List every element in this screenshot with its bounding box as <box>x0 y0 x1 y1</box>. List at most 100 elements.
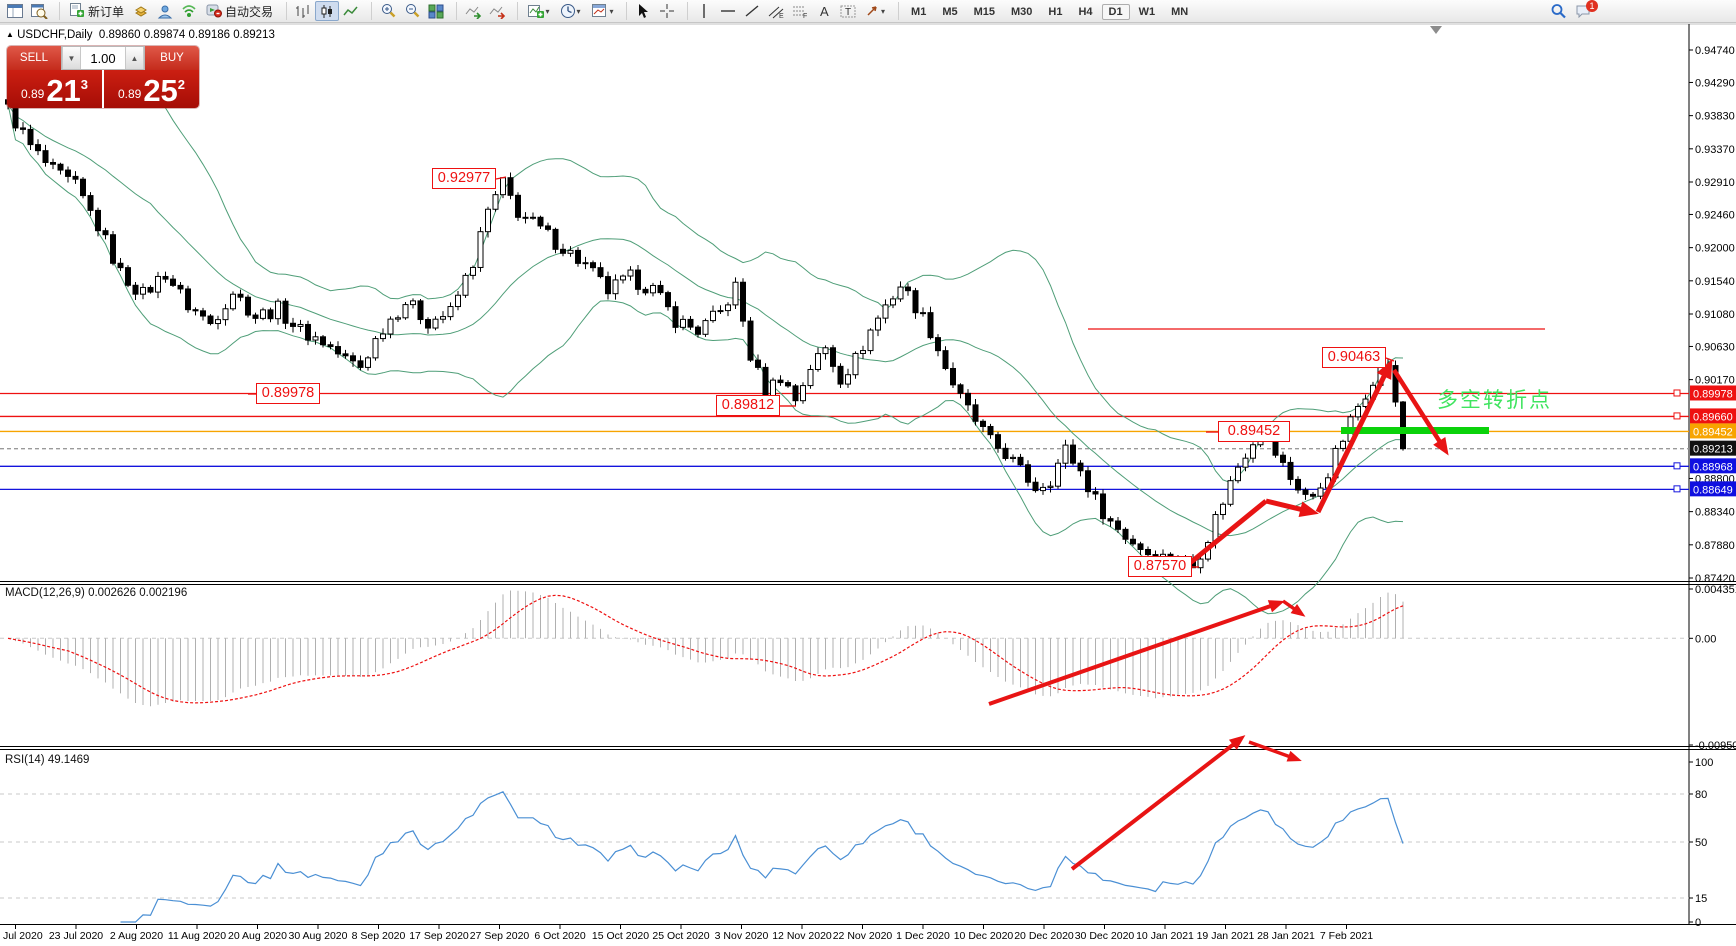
timeframe-M5[interactable]: M5 <box>942 6 958 18</box>
zoom-in-icon[interactable] <box>376 1 400 21</box>
date-tick-label: 25 Oct 2020 <box>652 930 709 942</box>
chat-badge: 1 <box>1586 0 1598 12</box>
toolbar-separator <box>449 2 458 20</box>
trend-arrow[interactable] <box>1392 368 1446 450</box>
date-tick-label: 20 Aug 2020 <box>228 930 287 942</box>
rsi-panel: 100 80 50 15 0 <box>0 757 1713 929</box>
price-badge-label: 0.89213 <box>1693 444 1733 456</box>
text-label-tool-icon[interactable]: T <box>836 1 860 21</box>
volume-input[interactable] <box>81 47 125 69</box>
horizontal-line-tool-icon[interactable] <box>716 1 740 21</box>
date-tick-label: 23 Jul 2020 <box>49 930 103 942</box>
price-badge-label: 0.89660 <box>1693 411 1733 423</box>
buy-price-display[interactable]: 0.89 25 2 <box>104 70 199 108</box>
chevron-down-icon: ▾ <box>545 6 550 16</box>
community-icon[interactable] <box>153 1 177 21</box>
candlestick-chart-icon[interactable] <box>315 1 340 21</box>
hline-handle[interactable] <box>1673 462 1681 470</box>
macd-panel: 0.004351 0.00 -0.009504 <box>0 584 1736 752</box>
sell-price-display[interactable]: 0.89 21 3 <box>7 70 102 108</box>
periods-icon[interactable]: ▾ <box>554 1 586 21</box>
hline-handle[interactable] <box>1673 389 1681 397</box>
buy-price-big: 25 <box>143 73 178 108</box>
cursor-icon[interactable] <box>631 1 655 21</box>
autotrading-button[interactable]: 自动交易 <box>201 1 278 21</box>
price-tick-label: 0.94740 <box>1695 45 1735 57</box>
toolbar-separator <box>364 2 373 20</box>
tile-windows-icon[interactable] <box>424 1 448 21</box>
price-tick-label: 0.88340 <box>1695 507 1735 519</box>
chat-icon[interactable]: 1 <box>1570 0 1598 21</box>
buy-button[interactable]: BUY <box>145 46 199 70</box>
channel-tool-icon[interactable]: E <box>764 1 788 21</box>
rsi-axis-label: 100 <box>1695 757 1713 769</box>
date-tick-label: 6 Oct 2020 <box>534 930 586 942</box>
panel-frames <box>0 23 1736 925</box>
price-tick-label: 0.93830 <box>1695 111 1735 123</box>
hline-handle[interactable] <box>1673 485 1681 493</box>
arrows-tool-icon[interactable]: ▾ <box>860 1 890 21</box>
timeframe-M15[interactable]: M15 <box>973 6 995 18</box>
crosshair-icon[interactable] <box>655 1 679 21</box>
price-badge <box>1690 481 1736 497</box>
auto-scroll-icon[interactable] <box>461 1 485 21</box>
buy-price-pip: 2 <box>177 77 186 92</box>
horizontal-lines[interactable] <box>0 328 1689 490</box>
arrowhead <box>1267 600 1285 613</box>
timeframe-H1[interactable]: H1 <box>1048 6 1063 18</box>
collapse-arrow-icon[interactable]: ▲ <box>6 30 14 39</box>
toolbar-right-group: 1 <box>1546 0 1736 21</box>
market-icon[interactable] <box>129 1 153 21</box>
chart-shift-marker[interactable] <box>1430 26 1442 34</box>
fibonacci-tool-icon[interactable]: F <box>788 1 812 21</box>
data-window-icon[interactable] <box>27 1 51 21</box>
trend-arrow[interactable] <box>988 602 1277 706</box>
indicators-icon[interactable]: ▾ <box>522 1 554 21</box>
volume-increase-button[interactable]: ▲ <box>125 47 144 69</box>
rsi-axis-label: 50 <box>1695 837 1707 849</box>
timeframe-MN[interactable]: MN <box>1171 6 1189 18</box>
text-tool-icon[interactable]: A <box>812 1 836 21</box>
market-watch-icon[interactable] <box>3 1 27 21</box>
symbol-title: USDCHF,Daily <box>17 29 93 41</box>
search-icon[interactable] <box>1546 1 1570 21</box>
date-tick-label: 20 Dec 2020 <box>1014 930 1074 942</box>
trend-arrow[interactable] <box>1188 499 1268 565</box>
rsi-label: RSI(14) 49.1469 <box>5 754 90 766</box>
chinese-note[interactable]: 多空转折点 <box>1437 389 1552 412</box>
trend-arrow[interactable] <box>1070 739 1240 871</box>
trend-arrow[interactable] <box>1248 740 1294 760</box>
vertical-line-tool-icon[interactable] <box>692 1 716 21</box>
timeframe-W1[interactable]: W1 <box>1138 6 1156 18</box>
price-tick-label: 0.87880 <box>1695 540 1735 552</box>
arrowhead <box>1228 735 1246 750</box>
timeframe-M1[interactable]: M1 <box>911 6 927 18</box>
sell-button[interactable]: SELL <box>7 46 61 70</box>
templates-icon[interactable]: ▾ <box>586 1 618 21</box>
svg-text:F: F <box>803 13 807 19</box>
volume-decrease-button[interactable]: ▼ <box>62 47 81 69</box>
autotrading-icon <box>206 2 223 21</box>
macd-label: MACD(12,26,9) 0.002626 0.002196 <box>5 587 188 599</box>
price-tick-label: 0.87420 <box>1695 573 1735 585</box>
date-tick-label: 10 Jan 2021 <box>1136 930 1194 942</box>
candles-layer <box>5 94 1406 574</box>
arrowhead <box>1286 750 1302 762</box>
zoom-out-icon[interactable] <box>400 1 424 21</box>
timeframe-H4[interactable]: H4 <box>1078 6 1093 18</box>
line-chart-icon[interactable] <box>339 1 363 21</box>
signals-icon[interactable] <box>177 1 201 21</box>
date-tick-label: 10 Dec 2020 <box>954 930 1014 942</box>
hline-handle[interactable] <box>1673 412 1681 420</box>
green-pivot-segment[interactable] <box>1341 427 1489 434</box>
price-tick-label: 0.92000 <box>1695 243 1735 255</box>
trend-arrow[interactable] <box>1315 366 1391 514</box>
timeframe-D1[interactable]: D1 <box>1101 4 1130 20</box>
chart-shift-icon[interactable] <box>485 1 509 21</box>
trendline-tool-icon[interactable] <box>740 1 764 21</box>
new-order-button[interactable]: 新订单 <box>64 1 129 21</box>
timeframe-M30[interactable]: M30 <box>1011 6 1033 18</box>
bar-chart-icon[interactable] <box>291 1 315 21</box>
trend-arrows[interactable] <box>988 359 1449 871</box>
